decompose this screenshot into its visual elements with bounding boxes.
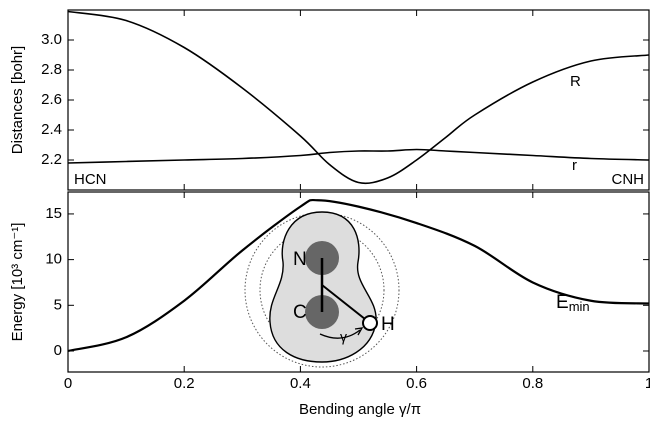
series-label-sub: min [569, 299, 590, 314]
orbit-circle [244, 212, 400, 368]
y-tick-label: 10 [45, 251, 62, 268]
y-axis-label: Distances [bohr] [9, 46, 26, 154]
molecule-inset: N C H γ [244, 211, 400, 368]
bond [321, 284, 371, 324]
atom-label: C [293, 302, 307, 323]
atom-label: N [293, 249, 307, 270]
top-panel-frame [67, 9, 650, 191]
series-line [67, 10, 650, 185]
annotation: HCN [74, 171, 107, 188]
series-line [67, 148, 650, 164]
y-tick-label: 3.0 [41, 31, 62, 48]
atom-label: H [381, 314, 395, 335]
angle-label: γ [340, 329, 347, 345]
series-label: Emin [556, 292, 590, 314]
series-label-main: E [556, 292, 569, 313]
arrow-head [354, 327, 364, 336]
angle-arc [319, 329, 361, 339]
bottom-panel-frame [67, 191, 650, 373]
x-tick-label: 1 [645, 375, 650, 392]
y-tick-label: 15 [45, 205, 62, 222]
y-tick-label: 0 [54, 342, 62, 359]
x-tick-label: 0.2 [174, 375, 195, 392]
series-label: r [572, 157, 577, 174]
x-tick-label: 0 [64, 375, 72, 392]
annotation: CNH [612, 171, 645, 188]
atom [362, 315, 378, 331]
y-tick-label: 2.6 [41, 91, 62, 108]
series-line [67, 198, 650, 353]
x-tick-label: 0.6 [406, 375, 427, 392]
y-tick-label: 5 [54, 296, 62, 313]
y-tick-label: 2.8 [41, 61, 62, 78]
y-tick-label: 2.4 [41, 121, 62, 138]
series-label: R [570, 73, 581, 90]
x-tick-label: 0.8 [522, 375, 543, 392]
y-axis-label: Energy [10³ cm⁻¹] [9, 223, 26, 342]
x-tick-label: 0.4 [290, 375, 311, 392]
x-axis-label: Bending angle γ/π [299, 401, 421, 418]
y-tick-label: 2.2 [41, 151, 62, 168]
